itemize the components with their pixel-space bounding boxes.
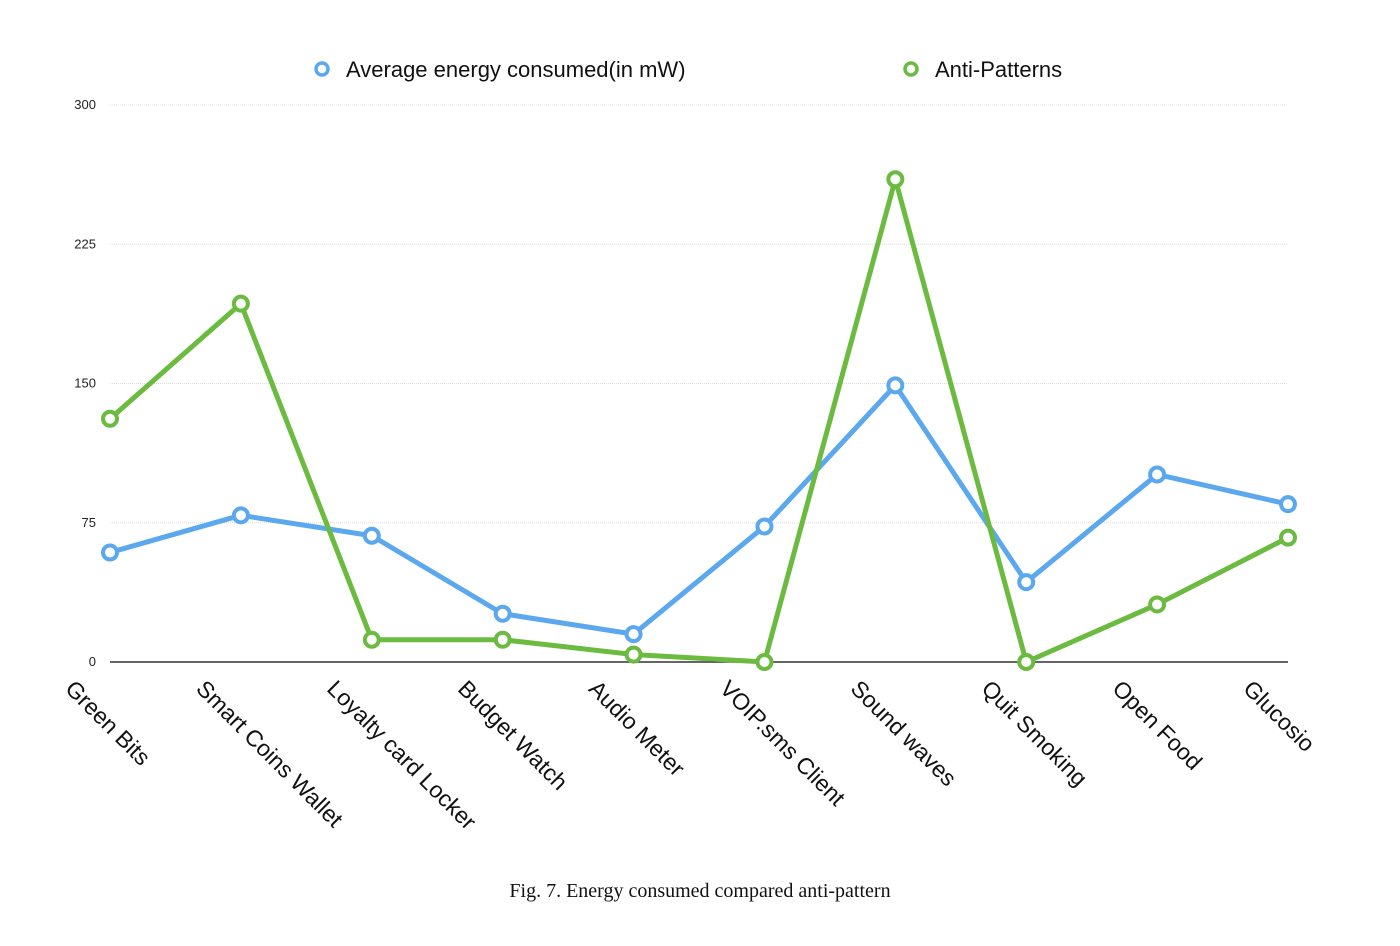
legend-item: Anti-Patterns <box>903 57 1062 82</box>
x-category-label: Green Bits <box>60 675 155 770</box>
x-category-label: Open Food <box>1108 675 1208 775</box>
y-tick-label: 150 <box>74 376 96 391</box>
x-category-label: Audio Meter <box>584 675 690 781</box>
x-category-label: Smart Coins Wallet <box>191 675 348 832</box>
x-category-label: Sound waves <box>846 675 962 791</box>
y-tick-label: 300 <box>74 97 96 112</box>
data-point <box>886 170 905 189</box>
x-category-label: Glucosio <box>1238 675 1320 757</box>
data-point <box>362 630 381 649</box>
y-tick-label: 75 <box>82 515 96 530</box>
y-tick-label: 0 <box>89 654 96 669</box>
data-point <box>755 517 774 536</box>
legend-marker <box>903 61 919 77</box>
data-point <box>1017 573 1036 592</box>
legend: Average energy consumed(in mW) Anti-Patte… <box>314 57 1062 82</box>
data-point <box>1279 495 1297 514</box>
series-anti-patterns <box>101 170 1297 671</box>
legend-label: Average energy consumed(in mW) <box>346 57 686 82</box>
line-chart: 0 75 150 225 300 Green Bits Smart Coins Walle… <box>60 57 1320 835</box>
data-point <box>624 645 643 664</box>
data-point <box>101 409 119 428</box>
x-category-label: Budget Watch <box>453 675 573 795</box>
data-point <box>101 543 119 562</box>
legend-item: Average energy consumed(in mW) <box>314 57 686 82</box>
data-point <box>231 294 250 313</box>
x-category-label: Quit Smoking <box>977 675 1093 791</box>
data-point <box>493 630 512 649</box>
grid-lines <box>110 104 1288 524</box>
data-point <box>1279 528 1297 547</box>
legend-marker <box>314 61 330 77</box>
data-point <box>362 526 381 545</box>
y-tick-label: 225 <box>74 236 96 251</box>
data-point <box>231 506 250 525</box>
data-point <box>1148 595 1167 614</box>
legend-label: Anti-Patterns <box>935 57 1062 82</box>
y-axis-ticks: 0 75 150 225 300 <box>74 97 96 669</box>
x-category-label: VOIP.sms Client <box>715 675 851 811</box>
series-line <box>108 176 1290 665</box>
figure-caption: Fig. 7. Energy consumed compared anti-pa… <box>509 880 891 902</box>
series-lines <box>101 170 1297 671</box>
data-point <box>624 625 643 644</box>
data-point <box>886 376 905 395</box>
series-average-energy <box>101 376 1297 644</box>
data-point <box>1017 653 1036 671</box>
data-point <box>755 653 774 671</box>
data-point <box>1148 465 1167 484</box>
series-line <box>109 382 1289 637</box>
data-point <box>493 604 512 623</box>
